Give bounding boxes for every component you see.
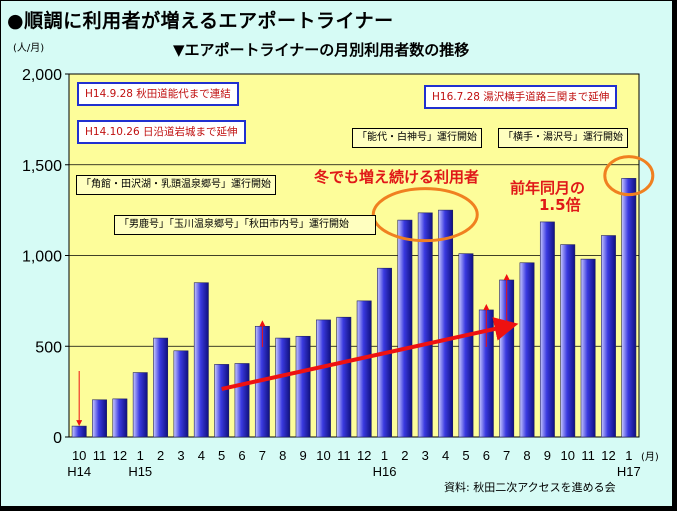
x-tick-label: 11 — [93, 448, 107, 463]
bar — [112, 398, 128, 438]
y-tick-label: 500 — [35, 339, 62, 356]
x-tick-label: 12 — [357, 448, 371, 463]
year-label: H17 — [617, 464, 641, 479]
highlight-oval-winter — [371, 187, 479, 243]
annotation-noshiro-shirakami: 「能代・白神号」運行開始 — [352, 128, 482, 148]
source-note: 資料: 秋田二次アクセスを進める会 — [444, 481, 616, 494]
x-tick-label: 2 — [401, 448, 408, 463]
y-axis-unit: (人/月) — [13, 43, 45, 54]
bar — [234, 363, 250, 438]
x-tick-label: 9 — [544, 448, 551, 463]
bar — [601, 235, 616, 438]
x-tick-label: 1 — [381, 448, 388, 463]
x-tick-label: 11 — [337, 448, 351, 463]
callout-yoy: 前年同月の — [510, 179, 586, 197]
bar — [458, 253, 474, 438]
bar — [214, 364, 230, 438]
highlight-oval-latest — [603, 155, 655, 197]
year-label: H16 — [373, 464, 397, 479]
x-tick-label: 10 — [561, 448, 575, 463]
bar — [275, 337, 291, 438]
callout-yoy-value: 1.5倍 — [539, 196, 581, 214]
trend-arrow — [221, 317, 519, 391]
page-title: ●順調に利用者が増えるエアポートライナー — [7, 10, 394, 32]
bar — [580, 258, 596, 438]
bar — [92, 399, 107, 438]
x-tick-label: 10 — [316, 448, 330, 463]
bar — [295, 335, 311, 438]
y-tick-label: 2,000 — [22, 67, 62, 84]
annotation-noshiro: H14.9.28 秋田道能代まで連結 — [77, 82, 239, 106]
bar — [173, 350, 189, 438]
x-tick-label: 3 — [422, 448, 429, 463]
x-axis-unit: (月) — [641, 452, 659, 463]
bar — [71, 425, 87, 438]
x-tick-label: 8 — [523, 448, 530, 463]
x-tick-label: 6 — [483, 448, 490, 463]
y-tick-label: 1,500 — [22, 158, 62, 175]
x-tick-label: 6 — [238, 448, 245, 463]
annotation-iwaki: H14.10.26 日沿道岩城まで延伸 — [77, 120, 246, 144]
bar — [132, 372, 148, 438]
bar — [153, 337, 169, 438]
annotation-yuzawa: H16.7.28 湯沢横手道路三関まで延伸 — [424, 85, 618, 109]
bar — [438, 209, 454, 438]
x-tick-label: 7 — [503, 448, 510, 463]
x-tick-label: 1 — [625, 448, 632, 463]
x-tick-label: 5 — [218, 448, 225, 463]
year-label: H15 — [128, 464, 152, 479]
bar — [356, 300, 372, 438]
bar — [316, 319, 331, 438]
y-tick-label: 0 — [53, 430, 62, 447]
x-tick-label: 2 — [157, 448, 164, 463]
annotation-yokote: 「横手・湯沢号」運行開始 — [498, 128, 628, 148]
x-tick-label: 11 — [581, 448, 595, 463]
annotation-oga: 「男鹿号」「玉川温泉郷号」「秋田市内号」運行開始 — [114, 215, 376, 235]
bar — [560, 244, 576, 438]
callout-winter: 冬でも増え続ける利用者 — [314, 168, 480, 186]
bar — [417, 212, 433, 438]
x-tick-label: 7 — [259, 448, 266, 463]
x-tick-label: 8 — [279, 448, 286, 463]
x-tick-label: 5 — [462, 448, 469, 463]
x-tick-label: 10 — [72, 448, 86, 463]
bar — [539, 221, 555, 438]
x-tick-label: 12 — [601, 448, 615, 463]
x-tick-label: 12 — [113, 448, 127, 463]
year-label: H14 — [67, 464, 91, 479]
x-tick-label: 3 — [177, 448, 184, 463]
bar — [397, 219, 413, 438]
x-tick-label: 9 — [299, 448, 306, 463]
chart-title: ▼エアポートライナーの月別利用者数の推移 — [173, 41, 470, 59]
bar — [621, 178, 637, 438]
x-tick-label: 4 — [442, 448, 449, 463]
y-tick-label: 1,000 — [22, 249, 62, 266]
x-tick-label: 4 — [198, 448, 205, 463]
bar — [336, 316, 352, 438]
x-tick-label: 1 — [137, 448, 144, 463]
bar — [193, 282, 209, 438]
bar — [519, 262, 535, 438]
annotation-kakunodate: 「角館・田沢湖・乳頭温泉郷号」運行開始 — [76, 175, 276, 195]
